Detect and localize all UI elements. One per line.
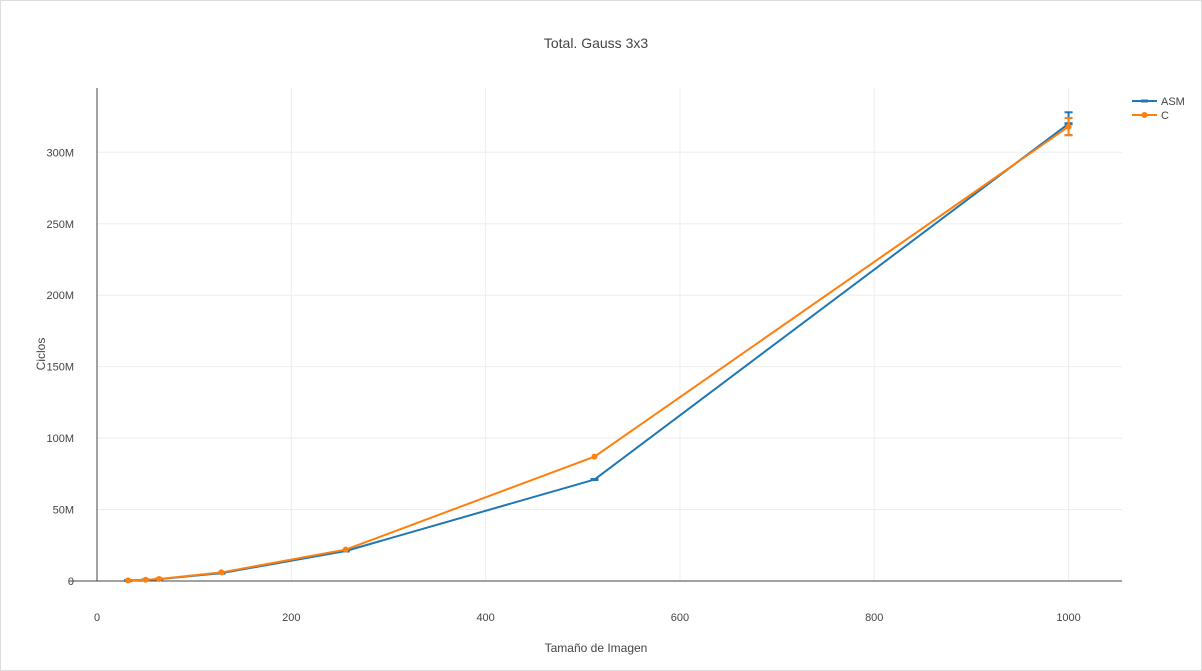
y-axis-title: Ciclos bbox=[34, 338, 48, 371]
y-tick-label: 150M bbox=[46, 362, 74, 374]
x-tick-label: 200 bbox=[282, 612, 300, 624]
legend[interactable]: ASM C bbox=[1132, 96, 1185, 122]
series-line bbox=[128, 122, 1070, 582]
data-point[interactable] bbox=[1065, 123, 1072, 130]
series-layer bbox=[124, 111, 1073, 584]
y-tick-label: 200M bbox=[46, 290, 74, 302]
legend-label: C bbox=[1161, 110, 1169, 122]
data-point[interactable] bbox=[590, 478, 599, 482]
legend-swatch-marker bbox=[1141, 112, 1148, 118]
x-tick-label: 600 bbox=[671, 612, 689, 624]
y-tick-label: 300M bbox=[46, 147, 74, 159]
legend-item-c[interactable]: C bbox=[1132, 110, 1169, 122]
data-point[interactable] bbox=[156, 575, 163, 582]
x-tick-label: 1000 bbox=[1056, 612, 1080, 624]
data-point[interactable] bbox=[218, 569, 225, 576]
legend-label: ASM bbox=[1161, 96, 1185, 108]
grid bbox=[97, 88, 1122, 581]
tick-labels: 0 200 400 600 800 1000 0 50M 100M 150M 200M 250M 300… bbox=[46, 147, 1080, 624]
series-asm bbox=[124, 111, 1073, 583]
y-tick-label: 250M bbox=[46, 219, 74, 231]
data-point[interactable] bbox=[342, 546, 349, 553]
chart-title: Total. Gauss 3x3 bbox=[544, 35, 648, 51]
y-tick-label: 100M bbox=[46, 433, 74, 445]
legend-swatch-marker bbox=[1141, 99, 1148, 103]
y-tick-label: 0 bbox=[68, 576, 74, 588]
x-axis-title: Tamaño de Imagen bbox=[545, 641, 648, 655]
series-c bbox=[125, 117, 1073, 584]
series-line bbox=[128, 125, 1070, 582]
y-tick-label: 50M bbox=[53, 505, 74, 517]
x-tick-label: 0 bbox=[94, 612, 100, 624]
axes bbox=[69, 88, 1122, 582]
data-point[interactable] bbox=[125, 577, 132, 584]
x-tick-label: 400 bbox=[476, 612, 494, 624]
data-point[interactable] bbox=[142, 576, 149, 583]
x-tick-label: 800 bbox=[865, 612, 883, 624]
legend-item-asm[interactable]: ASM bbox=[1132, 96, 1185, 108]
data-point[interactable] bbox=[591, 453, 598, 460]
